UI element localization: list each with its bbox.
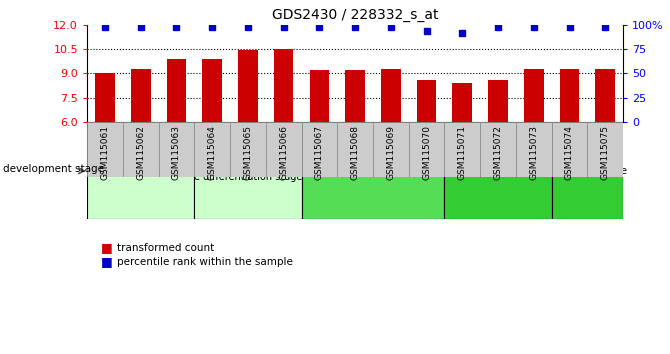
- FancyBboxPatch shape: [87, 122, 123, 177]
- FancyBboxPatch shape: [373, 122, 409, 177]
- FancyBboxPatch shape: [588, 122, 623, 177]
- Bar: [131, 69, 151, 122]
- Text: transformed count: transformed count: [117, 243, 214, 253]
- Bar: [302, 122, 444, 219]
- Bar: [381, 69, 401, 122]
- FancyBboxPatch shape: [123, 122, 159, 177]
- Bar: [167, 59, 186, 122]
- Bar: [87, 122, 194, 219]
- FancyBboxPatch shape: [159, 122, 194, 177]
- Text: GSM115073: GSM115073: [529, 125, 538, 180]
- Text: GSM115070: GSM115070: [422, 125, 431, 180]
- Bar: [488, 80, 508, 122]
- Bar: [310, 70, 329, 122]
- Bar: [417, 80, 436, 122]
- Text: GSM115064: GSM115064: [208, 125, 216, 180]
- Text: M1 macrophage: M1 macrophage: [458, 166, 537, 176]
- Text: GSM115075: GSM115075: [601, 125, 610, 180]
- FancyBboxPatch shape: [266, 122, 302, 177]
- Bar: [194, 122, 302, 219]
- Bar: [444, 122, 551, 219]
- FancyBboxPatch shape: [230, 122, 266, 177]
- Bar: [452, 83, 472, 122]
- Bar: [596, 69, 615, 122]
- Text: GSM115066: GSM115066: [279, 125, 288, 180]
- FancyBboxPatch shape: [551, 122, 588, 177]
- Bar: [524, 69, 543, 122]
- Text: GSM115069: GSM115069: [387, 125, 395, 180]
- FancyBboxPatch shape: [480, 122, 516, 177]
- Text: GSM115062: GSM115062: [136, 125, 145, 180]
- Bar: [274, 49, 293, 122]
- Text: GSM115063: GSM115063: [172, 125, 181, 180]
- Text: GSM115061: GSM115061: [100, 125, 109, 180]
- Text: monocyte at intermediat
e differentiation stage: monocyte at intermediat e differentiatio…: [187, 160, 309, 182]
- Text: M2 macrophage: M2 macrophage: [548, 166, 627, 176]
- Bar: [202, 59, 222, 122]
- Bar: [345, 70, 365, 122]
- Text: monocyte: monocyte: [117, 166, 165, 176]
- FancyBboxPatch shape: [444, 122, 480, 177]
- FancyBboxPatch shape: [337, 122, 373, 177]
- Bar: [551, 122, 623, 219]
- Text: GSM115065: GSM115065: [243, 125, 253, 180]
- Bar: [95, 73, 115, 122]
- Bar: [559, 69, 580, 122]
- Bar: [238, 50, 258, 122]
- Text: ■: ■: [100, 241, 113, 254]
- FancyBboxPatch shape: [302, 122, 337, 177]
- FancyBboxPatch shape: [516, 122, 551, 177]
- Text: GSM115071: GSM115071: [458, 125, 467, 180]
- Text: GSM115074: GSM115074: [565, 125, 574, 180]
- Text: GSM115068: GSM115068: [350, 125, 360, 180]
- Text: GSM115072: GSM115072: [494, 125, 502, 180]
- Text: ■: ■: [100, 256, 113, 268]
- Title: GDS2430 / 228332_s_at: GDS2430 / 228332_s_at: [272, 8, 438, 22]
- FancyBboxPatch shape: [409, 122, 444, 177]
- Text: GSM115067: GSM115067: [315, 125, 324, 180]
- Text: development stage: development stage: [3, 164, 105, 174]
- FancyBboxPatch shape: [194, 122, 230, 177]
- Text: macrophage: macrophage: [342, 166, 403, 176]
- Text: percentile rank within the sample: percentile rank within the sample: [117, 257, 293, 267]
